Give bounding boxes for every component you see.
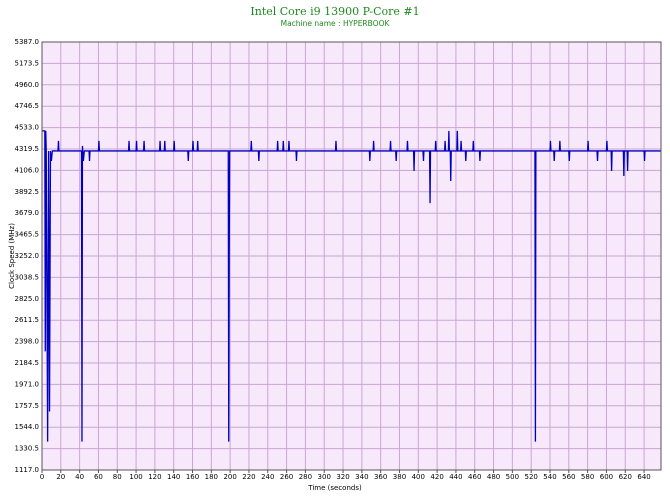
y-axis-title: Clock Speed (MHz)	[8, 223, 16, 289]
y-tick-label: 2611.5	[15, 316, 40, 324]
x-tick-label: 0	[40, 473, 44, 481]
y-tick-label: 4319.5	[15, 145, 40, 153]
y-tick-label: 5173.5	[15, 59, 40, 67]
x-tick-label: 240	[261, 473, 274, 481]
x-tick-label: 200	[223, 473, 236, 481]
x-tick-label: 480	[487, 473, 500, 481]
x-tick-label: 160	[186, 473, 199, 481]
y-tick-label: 1544.0	[15, 423, 40, 431]
data-line	[42, 130, 661, 442]
x-axis-title: Time (seconds)	[307, 484, 362, 492]
y-tick-label: 3892.5	[15, 188, 40, 196]
x-tick-label: 600	[600, 473, 613, 481]
x-tick-label: 580	[581, 473, 594, 481]
y-tick-label: 2825.0	[15, 295, 40, 303]
x-tick-label: 40	[75, 473, 84, 481]
x-tick-label: 220	[242, 473, 255, 481]
chart-subtitle: Machine name : HYPERBOOK	[281, 19, 391, 28]
x-tick-label: 560	[562, 473, 575, 481]
x-tick-label: 400	[412, 473, 425, 481]
x-tick-label: 140	[167, 473, 180, 481]
y-tick-label: 4746.5	[15, 102, 40, 110]
x-tick-label: 520	[524, 473, 537, 481]
x-tick-label: 20	[56, 473, 65, 481]
y-tick-label: 1757.5	[15, 402, 40, 410]
x-tick-label: 420	[430, 473, 443, 481]
x-tick-label: 280	[299, 473, 312, 481]
y-tick-label: 1117.0	[15, 466, 40, 474]
x-tick-label: 500	[506, 473, 519, 481]
x-tick-label: 640	[637, 473, 650, 481]
x-tick-label: 620	[619, 473, 632, 481]
x-tick-label: 300	[318, 473, 331, 481]
x-tick-label: 340	[355, 473, 368, 481]
x-tick-label: 180	[205, 473, 218, 481]
plot-border	[41, 41, 662, 471]
y-tick-label: 5387.0	[15, 38, 40, 46]
x-tick-label: 120	[148, 473, 161, 481]
chart-title: Intel Core i9 13900 P-Core #1	[250, 5, 419, 18]
x-tick-label: 100	[129, 473, 142, 481]
x-tick-label: 320	[336, 473, 349, 481]
y-tick-label: 2398.0	[15, 338, 40, 346]
x-tick-label: 260	[280, 473, 293, 481]
x-tick-label: 60	[94, 473, 103, 481]
y-tick-label: 1971.0	[15, 380, 40, 388]
y-tick-label: 4106.0	[15, 166, 40, 174]
x-tick-label: 360	[374, 473, 387, 481]
y-tick-label: 3465.5	[15, 231, 40, 239]
y-tick-label: 3679.0	[15, 209, 40, 217]
x-tick-label: 380	[393, 473, 406, 481]
y-tick-label: 1330.5	[15, 445, 40, 453]
x-tick-label: 80	[113, 473, 122, 481]
y-tick-label: 4533.0	[15, 124, 40, 132]
y-tick-label: 3252.0	[15, 252, 40, 260]
y-tick-label: 3038.5	[15, 273, 40, 281]
y-tick-label: 4960.0	[15, 81, 40, 89]
x-tick-label: 460	[468, 473, 481, 481]
x-tick-label: 440	[449, 473, 462, 481]
y-tick-label: 2184.5	[15, 359, 40, 367]
x-tick-label: 540	[543, 473, 556, 481]
